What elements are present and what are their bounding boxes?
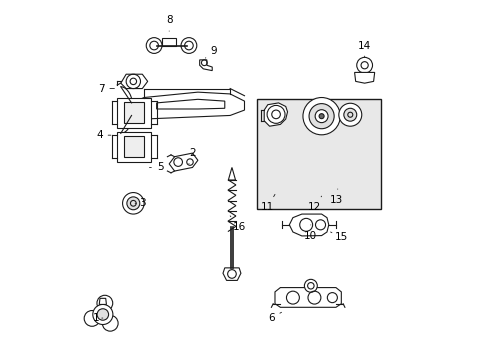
Circle shape — [343, 108, 356, 121]
Text: 2: 2 — [188, 148, 195, 164]
Text: 10: 10 — [304, 225, 317, 240]
Polygon shape — [99, 298, 106, 305]
Circle shape — [126, 197, 140, 210]
Polygon shape — [354, 72, 374, 83]
Text: 9: 9 — [205, 46, 217, 58]
Text: 12: 12 — [307, 196, 321, 212]
Circle shape — [84, 311, 100, 326]
Circle shape — [314, 110, 327, 123]
Circle shape — [356, 57, 372, 73]
Circle shape — [304, 279, 317, 292]
Circle shape — [122, 193, 144, 214]
Circle shape — [303, 98, 340, 135]
Polygon shape — [264, 103, 287, 126]
Text: 3: 3 — [135, 198, 145, 208]
Text: 15: 15 — [330, 232, 347, 242]
Circle shape — [319, 114, 324, 119]
Polygon shape — [162, 39, 176, 45]
Circle shape — [308, 104, 333, 129]
Polygon shape — [121, 74, 147, 89]
Text: 13: 13 — [328, 189, 342, 205]
Polygon shape — [274, 288, 341, 307]
Bar — [257, 99, 380, 209]
Text: 8: 8 — [165, 15, 172, 31]
Text: 1: 1 — [92, 313, 102, 323]
Circle shape — [102, 315, 118, 331]
Text: 14: 14 — [357, 41, 370, 57]
Bar — [117, 98, 151, 128]
Polygon shape — [169, 153, 198, 171]
Circle shape — [181, 38, 196, 53]
Text: 4: 4 — [96, 130, 111, 140]
Circle shape — [338, 103, 361, 126]
Bar — [124, 102, 144, 123]
Circle shape — [97, 295, 113, 311]
Polygon shape — [223, 268, 241, 280]
Polygon shape — [289, 214, 328, 236]
Bar — [117, 132, 151, 162]
Text: 6: 6 — [267, 312, 281, 323]
Text: 7: 7 — [98, 84, 114, 94]
Circle shape — [97, 309, 108, 320]
Text: 5: 5 — [149, 162, 163, 172]
Bar — [124, 136, 144, 157]
Text: 16: 16 — [230, 216, 245, 231]
Polygon shape — [199, 60, 212, 71]
Circle shape — [93, 305, 113, 324]
Polygon shape — [228, 167, 235, 180]
Text: 11: 11 — [261, 194, 274, 212]
Circle shape — [146, 38, 162, 53]
